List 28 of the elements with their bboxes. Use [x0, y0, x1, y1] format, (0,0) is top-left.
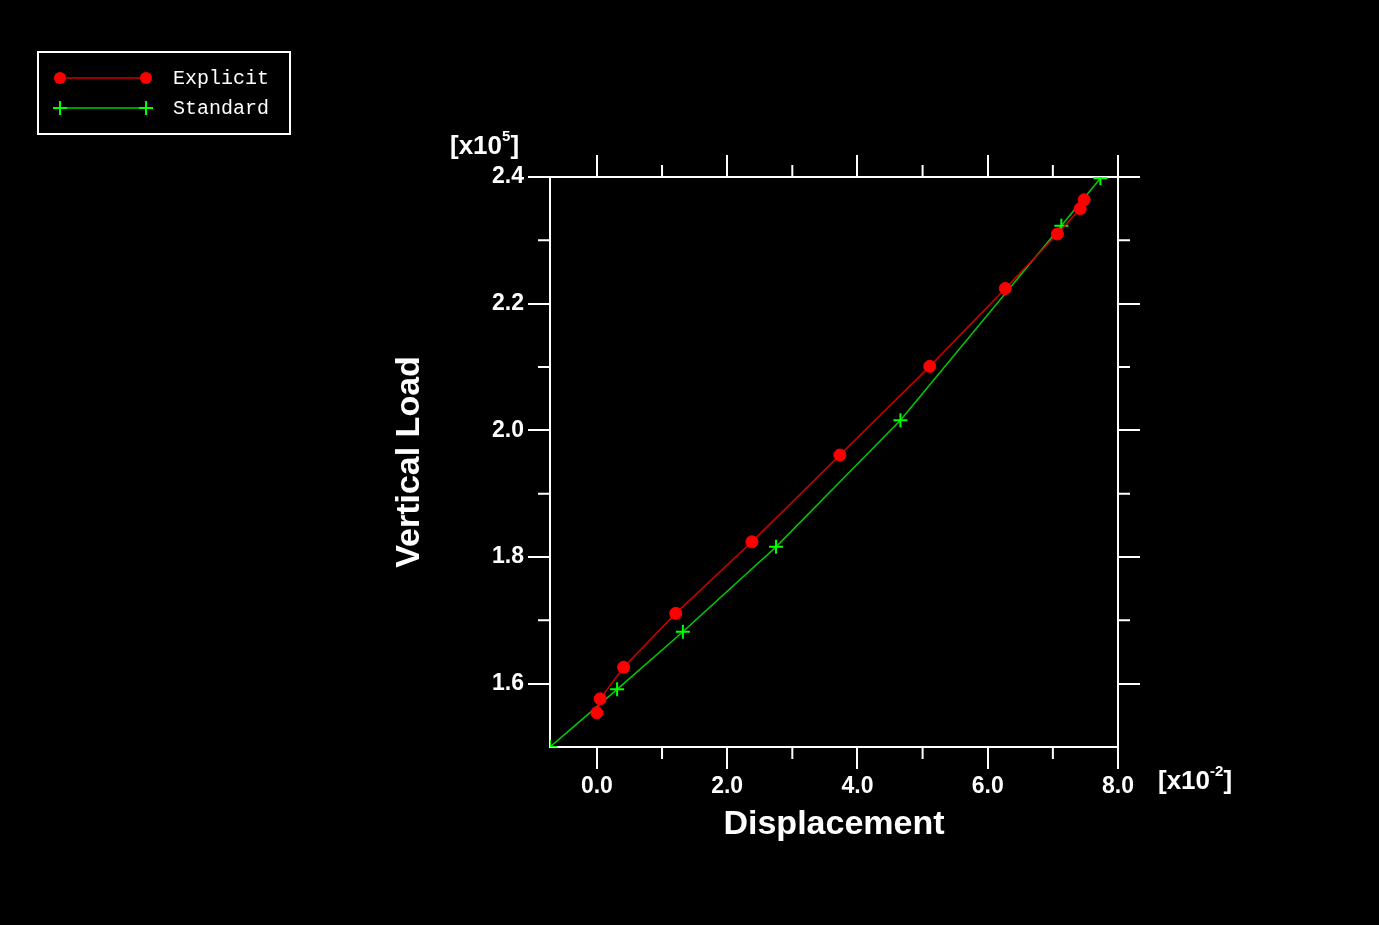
point [609, 681, 626, 698]
y-tick-label: 1.6 [492, 669, 524, 696]
y-tick-label: 2.2 [492, 289, 524, 316]
x-tick-label: 2.0 [711, 772, 744, 799]
point [998, 281, 1012, 295]
y-tick-label: 2.4 [492, 162, 525, 189]
y-axis-title: Vertical Load [388, 356, 427, 568]
x-tick-label: 0.0 [580, 772, 613, 799]
y-tick-label: 2.0 [492, 415, 524, 442]
point [674, 623, 691, 640]
point [892, 412, 909, 429]
point [617, 660, 631, 674]
point [745, 535, 759, 549]
legend-label: Explicit [173, 66, 270, 90]
point [833, 448, 847, 462]
point [1050, 227, 1064, 241]
point [593, 692, 607, 706]
point [590, 706, 604, 720]
x-tick-label: 4.0 [841, 772, 874, 799]
point [923, 359, 937, 373]
x-tick-label: 8.0 [1102, 772, 1134, 799]
point [768, 538, 785, 555]
point [1077, 193, 1091, 207]
x-axis-title: Displacement [723, 803, 945, 842]
point [669, 606, 683, 620]
y-tick-label: 1.8 [492, 542, 525, 569]
x-tick-label: 6.0 [971, 772, 1004, 799]
legend-label: Standard [173, 96, 270, 120]
